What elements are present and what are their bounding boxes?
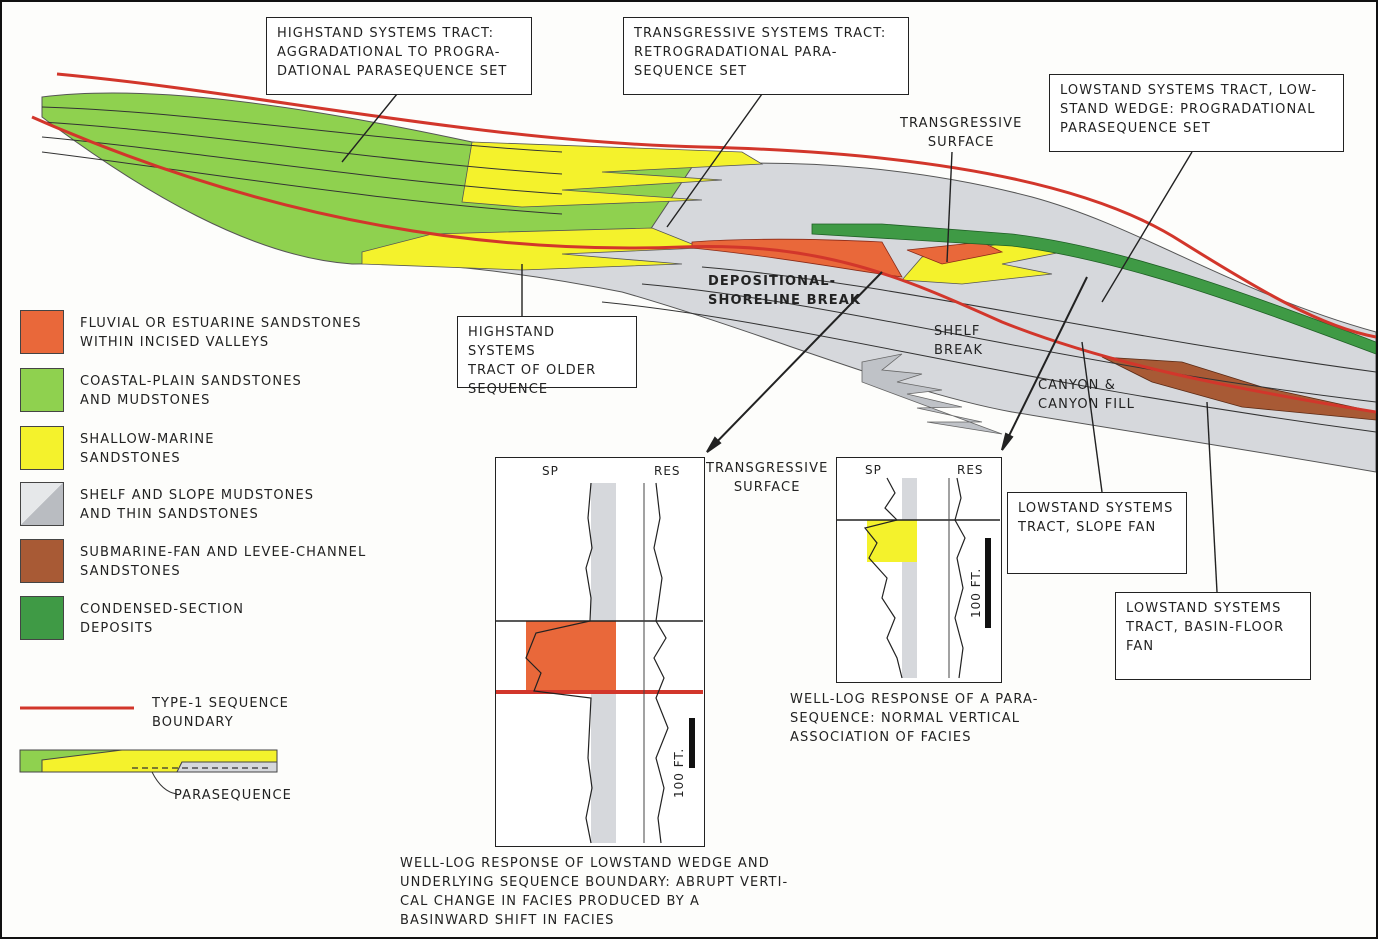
- log-res-header: RES: [654, 464, 681, 478]
- label-transgressive-surface: TRANSGRESSIVE SURFACE: [900, 116, 1023, 150]
- callout-lowstand-wedge: LOWSTAND SYSTEMS TRACT, LOW- STAND WEDGE…: [1049, 74, 1344, 152]
- sequence-boundary-upper: [56, 72, 1376, 339]
- label-log-transgressive-surface: TRANSGRESSIVE SURFACE: [706, 461, 829, 495]
- legend-text: SUBMARINE-FAN AND LEVEE-CHANNEL SANDSTON…: [80, 545, 367, 579]
- legend-swatch: [20, 596, 64, 640]
- sequence-boundary-lower: [31, 115, 1376, 414]
- shallow-marine-upper: [461, 141, 764, 208]
- leader-lines: [341, 93, 1218, 593]
- legend-fluvial: FLUVIAL OR ESTUARINE SANDSTONES WITHIN I…: [20, 310, 440, 360]
- log-curves-left: [496, 482, 703, 844]
- caption-log-parasequence: WELL-LOG RESPONSE OF A PARA- SEQUENCE: N…: [790, 692, 1039, 745]
- callout-highstand-older-sequence: HIGHSTAND SYSTEMS TRACT OF OLDER SEQUENC…: [457, 316, 637, 397]
- well-log-lowstand: SP RES 100 FT.: [495, 457, 705, 847]
- legend-swatch: [20, 310, 64, 354]
- legend-swatch: [20, 539, 64, 583]
- legend-shallow-marine: SHALLOW-MARINE SANDSTONES: [20, 426, 440, 476]
- legend-boundary-label: TYPE-1 SEQUENCE BOUNDARY: [152, 696, 289, 730]
- legend-text: COASTAL-PLAIN SANDSTONES AND MUDSTONES: [80, 374, 302, 408]
- label-shelf-break: SHELF BREAK: [934, 324, 984, 358]
- legend-swatch: [20, 426, 64, 470]
- legend-parasequence-sample: [19, 749, 278, 795]
- legend-submarine-fan: SUBMARINE-FAN AND LEVEE-CHANNEL SANDSTON…: [20, 539, 440, 589]
- callout-basin-floor-fan: LOWSTAND SYSTEMS TRACT, BASIN-FLOOR FAN: [1115, 592, 1311, 680]
- label-canyon-fill: CANYON & CANYON FILL: [1038, 378, 1135, 412]
- condensed-section: [811, 223, 1376, 355]
- log-sp-header: SP: [542, 464, 559, 478]
- legend-parasequence-label: PARASEQUENCE: [174, 788, 292, 803]
- log-arrows: [706, 271, 1088, 453]
- log-scale-left: 100 FT.: [672, 747, 686, 798]
- log-sp-header: SP: [865, 463, 882, 477]
- legend-text: CONDENSED-SECTION DEPOSITS: [80, 602, 245, 636]
- legend-swatch: [20, 482, 64, 526]
- legend-condensed-section: CONDENSED-SECTION DEPOSITS: [20, 596, 440, 646]
- legend-text: SHELF AND SLOPE MUDSTONES AND THIN SANDS…: [80, 488, 315, 522]
- log-scale-right: 100 FT.: [969, 567, 983, 618]
- callout-transgressive-systems-tract: TRANSGRESSIVE SYSTEMS TRACT: RETROGRADAT…: [623, 17, 909, 95]
- strata-lines: [41, 106, 1376, 433]
- shallow-marine-lower: [361, 227, 703, 271]
- well-log-parasequence: SP RES 100 FT.: [836, 457, 1002, 683]
- log-curves-right: [837, 477, 1000, 679]
- caption-log-lowstand: WELL-LOG RESPONSE OF LOWSTAND WEDGE AND …: [400, 856, 789, 928]
- label-depositional-shoreline-break: DEPOSITIONAL- SHORELINE BREAK: [708, 274, 862, 308]
- legend-shelf-slope: SHELF AND SLOPE MUDSTONES AND THIN SANDS…: [20, 482, 440, 532]
- callout-highstand-systems-tract: HIGHSTAND SYSTEMS TRACT: AGGRADATIONAL T…: [266, 17, 532, 95]
- log-res-header: RES: [957, 463, 984, 477]
- legend-coastal-plain: COASTAL-PLAIN SANDSTONES AND MUDSTONES: [20, 368, 440, 418]
- callout-slope-fan: LOWSTAND SYSTEMS TRACT, SLOPE FAN: [1007, 492, 1187, 574]
- slope-fan-teeth: [861, 353, 1003, 435]
- legend-text: SHALLOW-MARINE SANDSTONES: [80, 432, 215, 466]
- legend-swatch: [20, 368, 64, 412]
- legend-text: FLUVIAL OR ESTUARINE SANDSTONES WITHIN I…: [80, 316, 362, 350]
